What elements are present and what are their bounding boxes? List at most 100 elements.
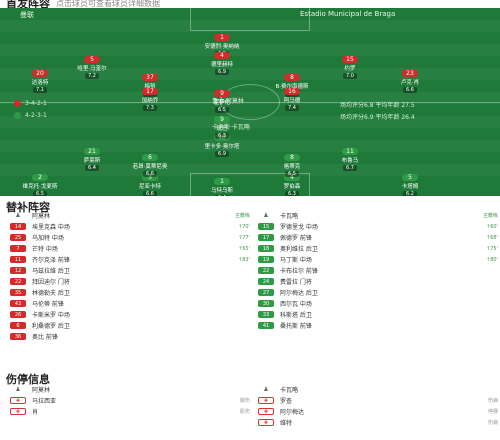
home-player-3[interactable]: 15 约罗 7.0 — [322, 56, 378, 79]
home-sub-row-0[interactable]: 14 埃里克森 中场 ↑70' — [10, 221, 250, 232]
away-player-3[interactable]: 4 罗伯森 6.3 — [264, 174, 320, 196]
away-coach-row[interactable]: ♟ 卡瓦略 主教练 — [258, 210, 498, 221]
home-player-8[interactable]: 17 加纳乔 7.3 — [122, 88, 178, 111]
home-coach-name: 阿莫林 — [32, 213, 51, 220]
jersey-number: 8 — [284, 74, 300, 81]
away-sub-row-6[interactable]: 27 阿尔梅达 后卫 — [258, 287, 498, 298]
player-rating: 6.4 — [215, 195, 229, 196]
player-name: 尼亚卡特 — [138, 184, 161, 190]
bottom-penalty-box — [190, 173, 310, 196]
home-injury-row-0[interactable]: ✚ 马拉西亚 膝伤 — [10, 395, 250, 406]
away-injury-coach-row: ♟ 卡瓦略 — [258, 384, 498, 395]
sub-name: 罗德里戈 中场 — [280, 224, 318, 231]
player-rating: 6.6 — [143, 171, 157, 177]
home-sub-row-5[interactable]: 22 拜因迪尔 门将 — [10, 276, 250, 287]
jersey-number: 3 — [142, 174, 158, 181]
injuries-header: 伤停信息 — [6, 372, 50, 386]
home-injury-row-1[interactable]: ✚ 肖 肌伤 — [10, 406, 250, 417]
away-sub-row-3[interactable]: 19 马丁斯 中场 ↑80' — [258, 254, 498, 265]
home-sub-row-7[interactable]: 43 马伦蒂 前锋 — [10, 298, 250, 309]
jersey-number: 21 — [84, 148, 100, 155]
home-subs: 14 埃里克森 中场 ↑70' 25 乌加特 中场 ↑77' 7 芒特 中场 ↑65' 11 齐尔克… — [10, 221, 250, 342]
player-rating: 6.3 — [215, 133, 229, 139]
away-player-4[interactable]: 5 卡塔姆 6.2 — [382, 174, 438, 196]
player-name: 卢克·肖 — [400, 80, 420, 86]
player-rating: 6.7 — [343, 165, 357, 171]
away-coach-role: 主教练 — [482, 213, 498, 219]
injury-icon: ✚ — [10, 397, 26, 404]
home-coach-row[interactable]: ♟ 阿莫林 主教练 — [10, 210, 250, 221]
lineup-title: 首发阵容 — [6, 0, 50, 10]
sub-name: 费雷拉 门将 — [280, 279, 312, 286]
away-player-1[interactable]: 2 维克托·戈麦斯 6.5 — [12, 174, 68, 196]
home-player-1[interactable]: 5 哈里·马奎尔 7.2 — [64, 56, 120, 79]
player-name: 罗伯森 — [283, 184, 301, 190]
away-subs-list: ♟ 卡瓦略 主教练 15 罗德里戈 中场 ↑60' 17 佩德罗 前锋 ↑68' 18 奥利维… — [258, 210, 498, 331]
home-sub-row-6[interactable]: 35 林德勒夫 后卫 — [10, 287, 250, 298]
injury-reason: 伤病 — [487, 420, 498, 426]
jersey-number: 15 — [258, 223, 274, 230]
home-team-name: 曼联 — [20, 11, 34, 19]
lineup-header: 首发阵容 点击球员可查看球员详细数据 — [6, 0, 160, 10]
sub-name: 西尔瓦 中场 — [280, 301, 312, 308]
jersey-number: 6 — [10, 322, 26, 329]
jersey-number: 20 — [32, 70, 48, 77]
away-player-6[interactable]: 8 格蒂克 6.5 — [264, 154, 320, 177]
injury-reason: 膝伤 — [239, 398, 250, 404]
home-player-9[interactable]: 16 阿马德 7.4 — [264, 88, 320, 111]
subs-title: 替补阵容 — [6, 201, 50, 214]
sub-name: 奥比 前锋 — [32, 334, 58, 341]
home-player-2[interactable]: 4 德里赫特 6.9 — [194, 52, 250, 75]
injury-icon: ✚ — [258, 397, 274, 404]
player-rating: 6.5 — [33, 191, 47, 196]
sub-name: 阿尔梅达 后卫 — [280, 290, 318, 297]
player-rating: 6.9 — [215, 151, 229, 157]
away-sub-row-5[interactable]: 24 费雷拉 门将 — [258, 276, 498, 287]
away-sub-row-2[interactable]: 18 奥利维拉 后卫 ↑75' — [258, 243, 498, 254]
home-sub-row-1[interactable]: 25 乌加特 中场 ↑77' — [10, 232, 250, 243]
away-sub-row-1[interactable]: 17 佩德罗 前锋 ↑68' — [258, 232, 498, 243]
player-name: 卡塔姆 — [401, 184, 419, 190]
home-sub-row-3[interactable]: 11 齐尔克泽 前锋 ↑83' — [10, 254, 250, 265]
home-sub-row-4[interactable]: 12 马兹拉维 后卫 — [10, 265, 250, 276]
away-player-5[interactable]: 6 若昂·莫蒂尼奥 6.6 — [122, 154, 178, 177]
away-injury-row-2[interactable]: ✚ 维特 伤病 — [258, 417, 498, 428]
sub-minute: ↑83' — [238, 256, 250, 263]
sub-name: 乌加特 中场 — [32, 235, 64, 242]
away-player-2[interactable]: 3 尼亚卡特 6.6 — [122, 174, 178, 196]
home-sub-row-2[interactable]: 7 芒特 中场 ↑65' — [10, 243, 250, 254]
away-player-9[interactable]: 11 布鲁马 6.7 — [322, 148, 378, 171]
away-sub-row-0[interactable]: 15 罗德里戈 中场 ↑60' — [258, 221, 498, 232]
sub-name: 拜因迪尔 门将 — [32, 279, 70, 286]
home-player-4[interactable]: 20 达洛特 7.1 — [12, 70, 68, 93]
player-name: 达洛特 — [31, 80, 49, 86]
away-injury-row-1[interactable]: ✚ 阿尔梅达 停赛 — [258, 406, 498, 417]
sub-name: 马兹拉维 后卫 — [32, 268, 70, 275]
home-player-10[interactable]: 9 霍伊伦 6.5 — [194, 90, 250, 113]
away-player-8[interactable]: 21 萨莱斯 6.4 — [64, 148, 120, 171]
away-sub-row-8[interactable]: 33 科斯塔 后卫 — [258, 309, 498, 320]
away-logo-icon — [14, 112, 21, 119]
away-injury-row-0[interactable]: ✚ 罗查 伤病 — [258, 395, 498, 406]
jersey-number: 9 — [214, 90, 230, 97]
jersey-number: 41 — [258, 322, 274, 329]
home-sub-row-8[interactable]: 26 卡斯米罗 中场 — [10, 309, 250, 320]
away-sub-row-9[interactable]: 41 桑托斯 前锋 — [258, 320, 498, 331]
home-injury-coach: 阿莫林 — [32, 387, 51, 394]
player-name: 里卡多·奥尔塔 — [204, 144, 240, 150]
away-sub-row-7[interactable]: 30 西尔瓦 中场 — [258, 298, 498, 309]
jersey-number: 11 — [342, 148, 358, 155]
subs-header: 替补阵容 — [6, 200, 50, 214]
away-sub-row-4[interactable]: 22 卡布拉尔 前锋 — [258, 265, 498, 276]
away-player-7[interactable]: 10 里卡多·奥尔塔 6.9 — [194, 134, 250, 157]
home-sub-row-9[interactable]: 6 利桑德罗 后卫 — [10, 320, 250, 331]
away-player-0[interactable]: 1 马特乌斯6.4 — [194, 178, 250, 196]
home-sub-row-10[interactable]: 36 奥比 前锋 — [10, 331, 250, 342]
home-player-7[interactable]: 23 卢克·肖 6.6 — [382, 70, 438, 93]
away-player-10[interactable]: 9 班巴 6.3 — [194, 116, 250, 139]
home-injury-coach-row: ♟ 阿莫林 — [10, 384, 250, 395]
jersey-number: 6 — [142, 154, 158, 161]
injured-player-name: 阿尔梅达 — [280, 409, 305, 416]
